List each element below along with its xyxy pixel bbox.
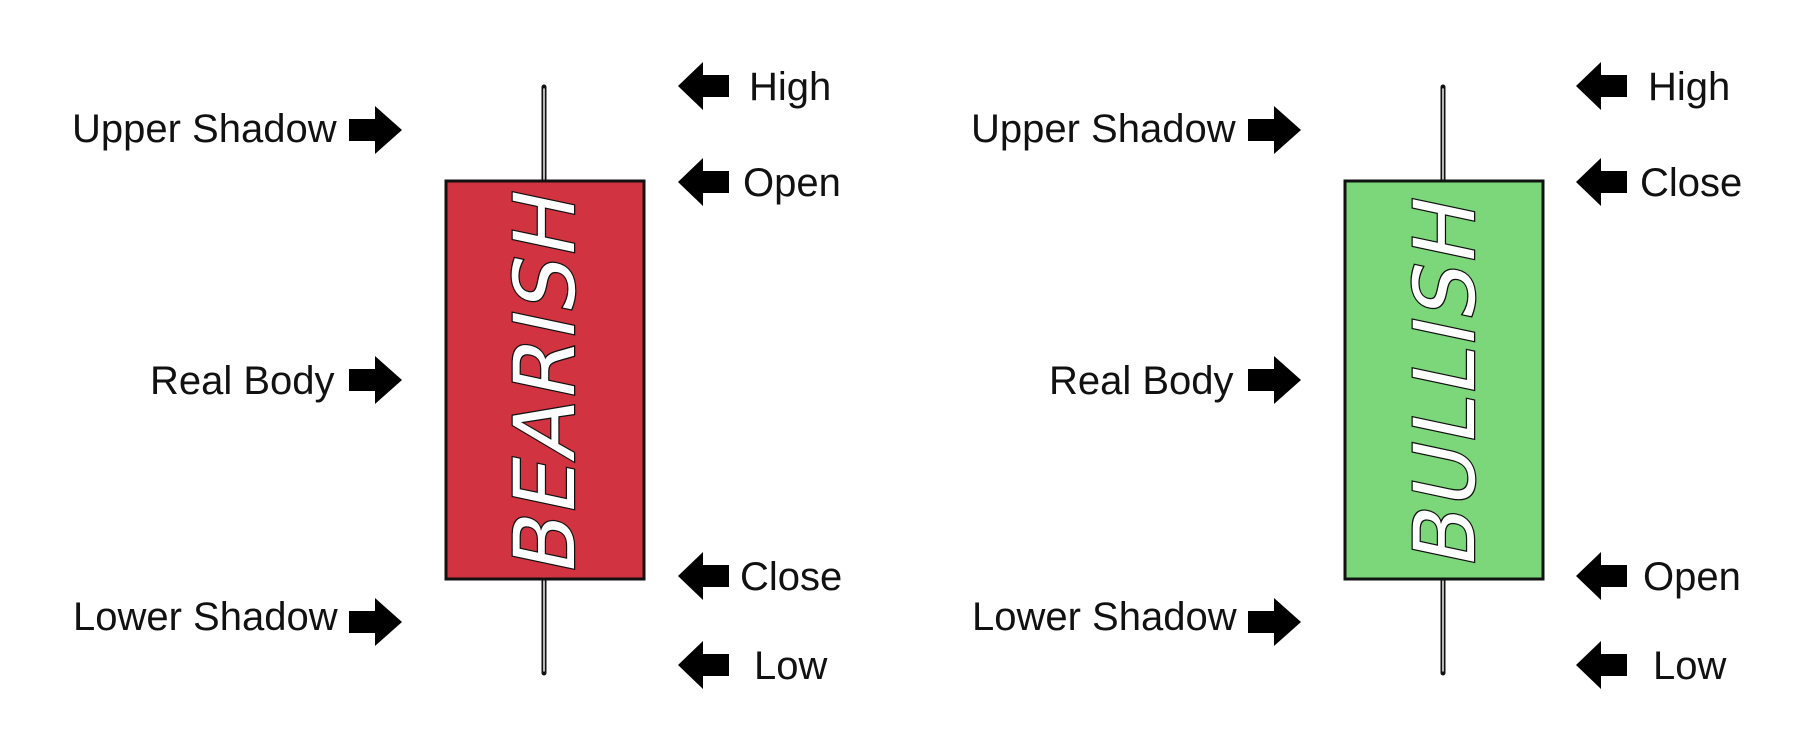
- arrow-left-icon: [678, 62, 729, 110]
- arrow-right-icon: [349, 106, 402, 154]
- bearish-open-label: Open: [743, 161, 841, 205]
- arrow-left-icon: [1576, 641, 1627, 689]
- bullish-open-label: Open: [1643, 555, 1741, 599]
- arrow-right-icon: [349, 356, 402, 404]
- bearish-real-body: [444, 179, 646, 581]
- bullish-lower-shadow-label: Lower Shadow: [972, 595, 1237, 639]
- arrow-right-icon: [1248, 356, 1301, 404]
- bullish-low-label: Low: [1653, 644, 1726, 688]
- bearish-lower-shadow-label: Lower Shadow: [73, 595, 338, 639]
- bullish-real-body: [1343, 179, 1545, 581]
- bullish-body-label: BULLISH: [1397, 186, 1495, 575]
- bearish-close-label: Close: [740, 555, 842, 599]
- arrow-right-icon: [1248, 598, 1301, 646]
- arrow-right-icon: [1248, 106, 1301, 154]
- bullish-high-label: High: [1648, 65, 1730, 109]
- arrow-left-icon: [1576, 62, 1627, 110]
- bearish-low-label: Low: [754, 644, 827, 688]
- bullish-close-label: Close: [1640, 161, 1742, 205]
- arrow-left-icon: [1576, 158, 1627, 206]
- bearish-body-label: BEARISH: [497, 179, 595, 582]
- arrow-left-icon: [678, 552, 729, 600]
- bearish-real-body-label: Real Body: [150, 359, 335, 403]
- arrow-left-icon: [1576, 552, 1627, 600]
- bullish-real-body-label: Real Body: [1049, 359, 1234, 403]
- bullish-candle: BULLISH: [1343, 84, 1545, 676]
- bearish-upper-shadow-label: Upper Shadow: [72, 107, 337, 151]
- bearish-high-label: High: [749, 65, 831, 109]
- arrow-right-icon: [349, 598, 402, 646]
- arrow-left-icon: [678, 158, 729, 206]
- bearish-candle: BEARISH: [444, 84, 646, 676]
- bullish-upper-shadow-label: Upper Shadow: [971, 107, 1236, 151]
- arrow-left-icon: [678, 641, 729, 689]
